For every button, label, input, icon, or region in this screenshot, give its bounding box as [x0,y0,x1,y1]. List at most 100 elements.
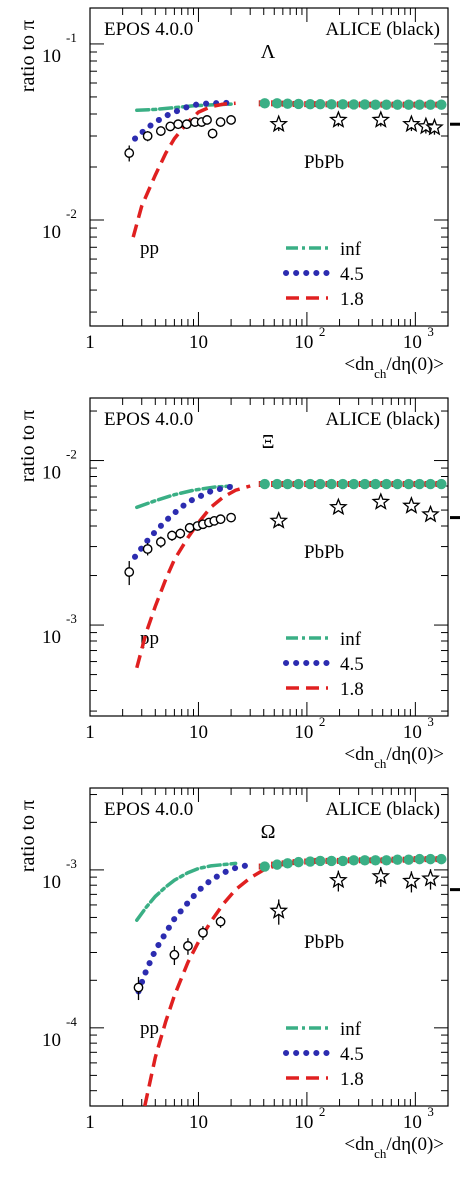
legend-label-4-5: 4.5 [340,264,364,285]
alice-pp-point [207,128,218,139]
pbpb-model-point [315,855,326,867]
x-tick-label: 10 [294,1112,313,1133]
alice-pp-point [142,131,153,141]
x-tick-label: 10 [403,332,422,353]
alice-pbpb-point [269,901,289,919]
x-tick-label: 10 [294,722,313,743]
plot-area [133,853,447,1106]
alice-pp-point [215,514,226,525]
alice-pp-point [183,941,193,951]
pbpb-model-point [370,99,381,110]
alice-pp-point [169,949,180,960]
series-line-inf [135,484,233,510]
series-line-4-5 [132,99,239,142]
alice-pp-point [202,115,212,125]
pbpb-model-point [359,478,371,490]
alice-pbpb-point [402,114,421,133]
alice-pbpb-point [269,114,289,133]
legend: inf 4.5 1.8 [283,239,364,310]
alice-pp-point [215,916,226,927]
plot-area [124,478,447,669]
pbpb-model-point [425,478,436,490]
y-tick-label-exp: -1 [66,30,77,45]
legend-label-inf: inf [340,629,362,650]
x-tick-label-exp: 3 [427,1104,434,1119]
particle-label: Ω [261,821,276,843]
pbpb-model-point [359,99,371,110]
particle-label: Λ [261,41,276,63]
y-axis-title: ratio to π [17,800,39,872]
x-tick-label-exp: 3 [427,714,434,729]
x-tick-label-exp: 2 [319,714,326,729]
x-tick-label: 10 [403,722,422,743]
pbpb-model-point [436,478,447,490]
alice-pp-point [181,119,192,130]
x-axis-title: <dnch/dη(0)> [344,744,444,771]
pbpb-model-point [392,99,403,110]
alice-pbpb-point [425,117,444,136]
alice-pbpb-point [371,866,391,885]
pbpb-model-point [381,855,392,866]
label-pbpb: PbPb [304,152,344,173]
pbpb-model-point [326,478,337,490]
pbpb-model-point [259,861,270,872]
alice-pbpb-point [269,510,289,529]
plot-area [124,98,447,238]
series-line-inf [135,861,238,922]
alice-pp-point [175,528,186,539]
pbpb-model-point [315,98,326,110]
y-tick-label-exp: -2 [66,206,77,221]
x-tick-label-exp: 3 [427,324,434,339]
pbpb-model-point [348,855,360,866]
alice-pp-point [198,927,208,938]
pbpb-model-point [392,478,403,490]
series-line-1-8 [131,101,236,238]
pbpb-model-point [414,99,425,110]
pbpb-model-point [337,99,349,110]
legend-label-1-8: 1.8 [340,1069,364,1090]
y-tick-label: 10 [42,1030,61,1051]
pbpb-model-point [326,855,337,867]
x-tick-label-exp: 2 [319,324,326,339]
alice-pp-point [173,119,184,130]
header-left: EPOS 4.0.0 [104,19,193,40]
y-axis-title: ratio to π [17,20,39,92]
plot-frame [89,787,449,1107]
pbpb-model-point [359,855,371,866]
y-tick-label-exp: -3 [66,856,77,871]
alice-pp-point [184,522,195,533]
pbpb-model-point [425,99,436,110]
particle-label: Ξ [262,431,275,453]
x-tick-label-exp: 2 [319,1104,326,1119]
header-left: EPOS 4.0.0 [104,799,193,820]
pbpb-model-point [403,478,414,490]
x-tick-label: 10 [189,1112,208,1133]
x-axis-title: <dnch/dη(0)> [344,354,444,381]
pbpb-model-point [436,853,447,865]
header-right: ALICE (black) [326,799,440,820]
legend-label-1-8: 1.8 [340,679,364,700]
legend: inf 4.5 1.8 [283,1019,364,1090]
pbpb-model-point [305,98,316,110]
y-tick-label: 10 [42,46,61,67]
pbpb-model-point [293,856,304,868]
header-left: EPOS 4.0.0 [104,409,193,430]
legend-label-inf: inf [340,239,362,260]
alice-pbpb-point [402,496,421,514]
pbpb-model-point [403,99,414,110]
alice-pp-point [155,537,166,547]
label-pbpb: PbPb [304,932,344,953]
y-axis-title: ratio to π [17,410,39,482]
pbpb-model-point [259,98,270,109]
x-tick-label: 1 [85,1112,95,1133]
x-axis-title: <dnch/dη(0)> [344,1134,444,1161]
pbpb-model-point [271,478,283,490]
alice-pbpb-point [402,871,421,889]
pbpb-model-point [381,99,392,110]
pbpb-model-point [348,478,360,490]
plot-frame [89,397,449,717]
series-line-1-8 [135,484,251,669]
